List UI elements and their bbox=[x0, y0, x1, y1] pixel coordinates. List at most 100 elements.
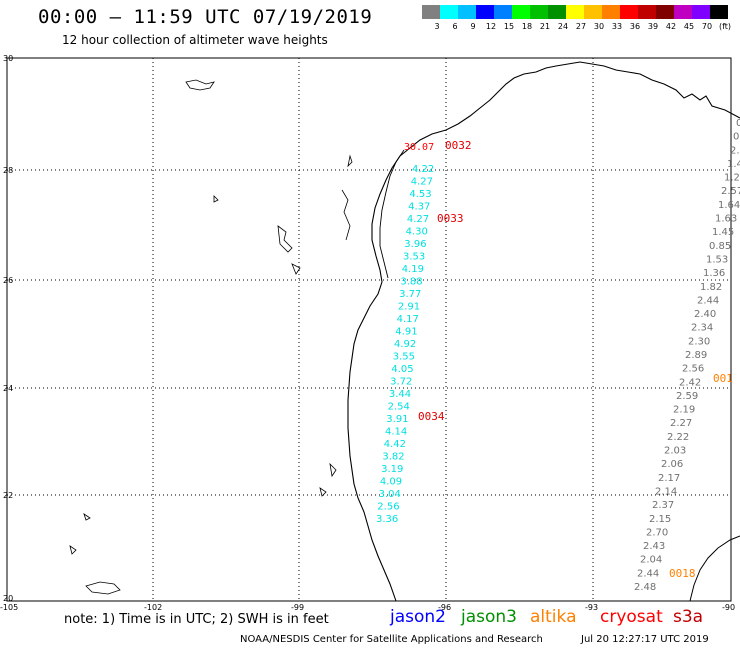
lat-label-22: 22 bbox=[3, 491, 13, 500]
wave-height-value: 2.22 bbox=[667, 432, 689, 443]
legend-jason3: jason3 bbox=[461, 607, 517, 627]
track-red-value: 30.07 bbox=[404, 142, 434, 153]
color-swatch bbox=[440, 5, 458, 19]
graticule bbox=[7, 58, 731, 601]
lat-label-28: 28 bbox=[3, 166, 13, 175]
lon-label-105: -105 bbox=[0, 603, 18, 612]
lon-label-99: -99 bbox=[291, 603, 304, 612]
wave-height-value: 1.29 bbox=[724, 173, 740, 184]
wave-height-value: 3.82 bbox=[382, 452, 404, 463]
wave-height-value: 2.34 bbox=[691, 323, 713, 334]
pass-label-001: 001 bbox=[713, 372, 733, 385]
legend-jason2: jason2 bbox=[390, 607, 446, 627]
color-scale-label: 21 bbox=[539, 22, 551, 31]
wave-height-value: 2.54 bbox=[388, 402, 410, 413]
wave-height-value: 2.15 bbox=[649, 514, 671, 525]
wave-height-value: 2.06 bbox=[661, 459, 683, 470]
wave-height-value: 2.59 bbox=[676, 391, 698, 402]
wave-height-value: 2.17 bbox=[658, 473, 680, 484]
wave-height-value: 3.04 bbox=[379, 489, 401, 500]
wave-height-value: 1.63 bbox=[715, 214, 737, 225]
wave-height-value: 4.27 bbox=[411, 177, 433, 188]
wave-height-value: 1.53 bbox=[706, 255, 728, 266]
wave-height-value: 4.27 bbox=[407, 214, 429, 225]
map-title: 00:00 – 11:59 UTC 07/19/2019 bbox=[38, 6, 373, 28]
wave-height-value: 2.70 bbox=[646, 527, 668, 538]
wave-height-value: 1.4 bbox=[727, 159, 740, 170]
color-swatch bbox=[638, 5, 656, 19]
wave-height-value: 2.44 bbox=[637, 568, 659, 579]
wave-height-value: 4.42 bbox=[384, 439, 406, 450]
wave-height-value: 4.30 bbox=[406, 227, 428, 238]
legend-cryosat: cryosat bbox=[600, 607, 663, 627]
lon-label-102: -102 bbox=[144, 603, 162, 612]
color-swatch bbox=[548, 5, 566, 19]
color-scale-label: 12 bbox=[485, 22, 497, 31]
pass-label-0034: 0034 bbox=[418, 410, 445, 423]
color-swatch bbox=[512, 5, 530, 19]
wave-height-value: 2.04 bbox=[640, 555, 662, 566]
coastline-east bbox=[689, 535, 740, 602]
wave-height-value: 0.85 bbox=[709, 241, 731, 252]
color-swatch bbox=[602, 5, 620, 19]
pass-label-0018: 0018 bbox=[669, 567, 696, 580]
color-scale-label: 15 bbox=[503, 22, 515, 31]
color-scale-bar bbox=[422, 5, 728, 19]
wave-height-value: 2.42 bbox=[679, 377, 701, 388]
color-swatch bbox=[494, 5, 512, 19]
wave-height-value: 3.77 bbox=[399, 289, 421, 300]
color-scale-label: 42 bbox=[665, 22, 677, 31]
lat-label-26: 26 bbox=[3, 276, 13, 285]
color-swatch bbox=[692, 5, 710, 19]
map-frame bbox=[6, 57, 732, 602]
color-scale-label: 3 bbox=[434, 22, 440, 31]
footer-note: note: 1) Time is in UTC; 2) SWH is in fe… bbox=[64, 612, 329, 627]
color-scale-label: 24 bbox=[557, 22, 569, 31]
wave-height-value: 3.72 bbox=[390, 377, 412, 388]
wave-height-value: 4.91 bbox=[395, 327, 417, 338]
track-jason-cyan: 4.224.274.534.374.274.303.963.534.193.88… bbox=[376, 164, 434, 525]
footer-credit: NOAA/NESDIS Center for Satellite Applica… bbox=[240, 634, 543, 645]
wave-height-value: 2.56 bbox=[377, 502, 399, 513]
color-scale-label: 70 bbox=[701, 22, 713, 31]
wave-height-value: 2.57 bbox=[721, 186, 740, 197]
color-swatch bbox=[458, 5, 476, 19]
wave-height-value: 2.30 bbox=[688, 336, 710, 347]
color-scale-label: 18 bbox=[521, 22, 533, 31]
wave-height-value: 3.88 bbox=[400, 277, 422, 288]
wave-height-value: 2.14 bbox=[655, 487, 677, 498]
color-scale-label: 27 bbox=[575, 22, 587, 31]
wave-height-value: 4.22 bbox=[412, 164, 434, 175]
wave-height-value: 3.36 bbox=[376, 514, 398, 525]
color-swatch bbox=[422, 5, 440, 19]
wave-height-value: 2.43 bbox=[643, 541, 665, 552]
wave-height-value: 3.91 bbox=[386, 414, 408, 425]
wave-height-value: 3.19 bbox=[381, 464, 403, 475]
wave-height-value: 3.53 bbox=[403, 252, 425, 263]
wave-height-value: 2.27 bbox=[670, 418, 692, 429]
wave-height-value: 0. bbox=[733, 132, 740, 143]
color-scale-label: 36 bbox=[629, 22, 641, 31]
wave-height-value: 3.44 bbox=[389, 389, 411, 400]
color-swatch bbox=[656, 5, 674, 19]
legend-altika: altika bbox=[530, 607, 577, 627]
color-swatch bbox=[584, 5, 602, 19]
lon-label-93: -93 bbox=[585, 603, 598, 612]
color-scale-label: 33 bbox=[611, 22, 623, 31]
wave-height-value: 4.53 bbox=[409, 189, 431, 200]
wave-height-value: 4.37 bbox=[408, 202, 430, 213]
color-scale-label: (ft) bbox=[718, 22, 732, 31]
wave-height-value: 2.56 bbox=[682, 364, 704, 375]
color-swatch bbox=[710, 5, 728, 19]
color-swatch bbox=[566, 5, 584, 19]
wave-height-value: 4.17 bbox=[397, 314, 419, 325]
wave-height-value: 4.14 bbox=[385, 427, 407, 438]
wave-height-value: 2.40 bbox=[694, 309, 716, 320]
wave-height-value: 4.09 bbox=[380, 477, 402, 488]
wave-height-value: 1.82 bbox=[700, 282, 722, 293]
wave-height-value: 4.19 bbox=[402, 264, 424, 275]
color-swatch bbox=[530, 5, 548, 19]
wave-height-value: 2. bbox=[730, 145, 740, 156]
lon-label-90: -90 bbox=[722, 603, 735, 612]
